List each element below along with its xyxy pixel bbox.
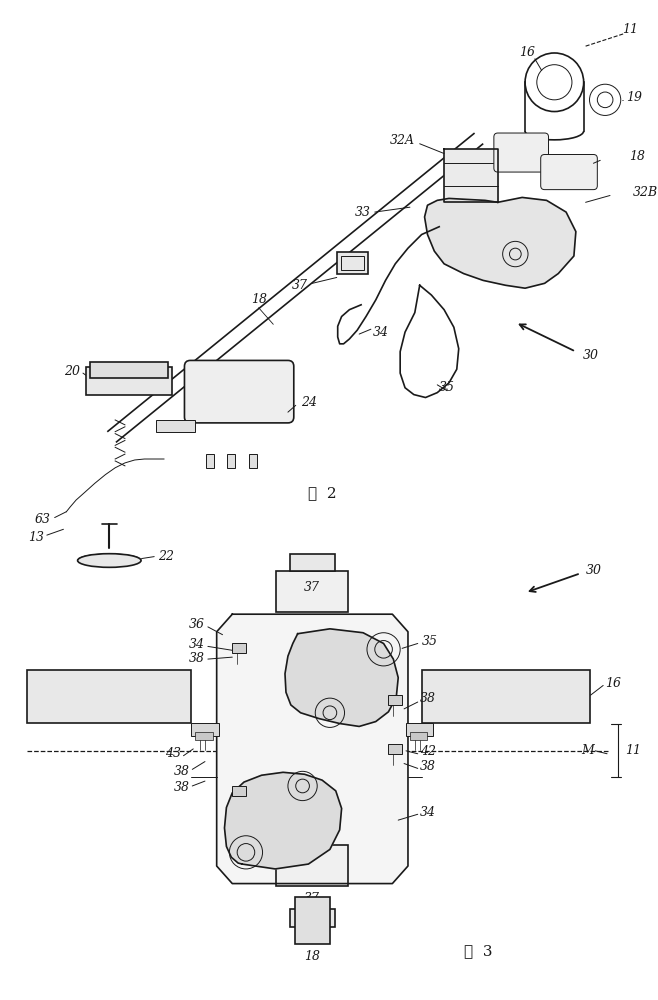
Text: 34: 34 bbox=[373, 326, 389, 339]
Bar bbox=[388, 744, 402, 754]
Text: 32A: 32A bbox=[390, 134, 415, 147]
Text: 18: 18 bbox=[630, 150, 645, 163]
Text: 37: 37 bbox=[305, 581, 320, 594]
Text: 36: 36 bbox=[189, 618, 205, 631]
Text: 24: 24 bbox=[301, 396, 316, 409]
Bar bbox=[232, 786, 246, 796]
Text: 35: 35 bbox=[422, 635, 438, 648]
Bar bbox=[276, 571, 349, 612]
Text: M: M bbox=[581, 744, 594, 757]
Text: 图  2: 图 2 bbox=[308, 486, 336, 500]
Text: 20: 20 bbox=[64, 365, 80, 378]
Bar bbox=[206, 454, 214, 468]
Text: 38: 38 bbox=[189, 652, 205, 665]
Bar bbox=[228, 454, 235, 468]
Text: 18: 18 bbox=[251, 293, 266, 306]
Text: 30: 30 bbox=[583, 349, 599, 362]
Polygon shape bbox=[224, 772, 342, 869]
Bar bbox=[195, 732, 213, 740]
Bar bbox=[422, 670, 590, 723]
Text: 38: 38 bbox=[420, 692, 436, 705]
Text: 38: 38 bbox=[420, 760, 436, 773]
Bar bbox=[410, 732, 428, 740]
Text: 34: 34 bbox=[189, 638, 205, 651]
Text: 22: 22 bbox=[158, 550, 174, 563]
Text: 13: 13 bbox=[28, 531, 44, 544]
Bar bbox=[249, 454, 257, 468]
Bar bbox=[156, 420, 195, 432]
Text: 38: 38 bbox=[174, 765, 190, 778]
Text: 11: 11 bbox=[624, 744, 641, 757]
Text: 图  3: 图 3 bbox=[464, 944, 492, 958]
FancyBboxPatch shape bbox=[494, 133, 549, 172]
Bar bbox=[232, 643, 246, 653]
Text: 37: 37 bbox=[305, 892, 320, 905]
Text: 11: 11 bbox=[622, 23, 638, 36]
Text: 32B: 32B bbox=[632, 186, 657, 199]
Text: 34: 34 bbox=[420, 806, 436, 819]
Bar bbox=[290, 909, 335, 927]
Text: 38: 38 bbox=[174, 781, 190, 794]
Bar bbox=[388, 695, 402, 705]
Polygon shape bbox=[444, 149, 497, 202]
Text: 18: 18 bbox=[305, 950, 320, 963]
Text: 43: 43 bbox=[164, 747, 180, 760]
Polygon shape bbox=[424, 197, 576, 288]
Bar bbox=[337, 252, 368, 274]
Bar bbox=[89, 362, 168, 378]
FancyBboxPatch shape bbox=[541, 154, 597, 190]
Bar bbox=[28, 670, 191, 723]
Bar bbox=[406, 723, 434, 736]
Text: 16: 16 bbox=[519, 46, 535, 59]
Ellipse shape bbox=[78, 554, 141, 567]
Text: 32A: 32A bbox=[327, 669, 352, 682]
Polygon shape bbox=[285, 629, 398, 726]
Text: 63: 63 bbox=[35, 513, 51, 526]
Text: 32B: 32B bbox=[272, 820, 297, 833]
Text: 16: 16 bbox=[605, 677, 621, 690]
Bar bbox=[276, 845, 349, 886]
Text: 42: 42 bbox=[420, 745, 436, 758]
Text: 19: 19 bbox=[626, 91, 643, 104]
Bar bbox=[290, 554, 335, 571]
Bar bbox=[341, 256, 364, 270]
FancyBboxPatch shape bbox=[184, 360, 293, 423]
Bar bbox=[86, 367, 172, 395]
Text: 35: 35 bbox=[439, 381, 455, 394]
Bar bbox=[191, 723, 218, 736]
Polygon shape bbox=[216, 614, 408, 884]
Text: 37: 37 bbox=[291, 279, 307, 292]
Bar bbox=[295, 897, 330, 944]
Text: 33: 33 bbox=[355, 206, 371, 219]
Text: 30: 30 bbox=[586, 564, 601, 577]
